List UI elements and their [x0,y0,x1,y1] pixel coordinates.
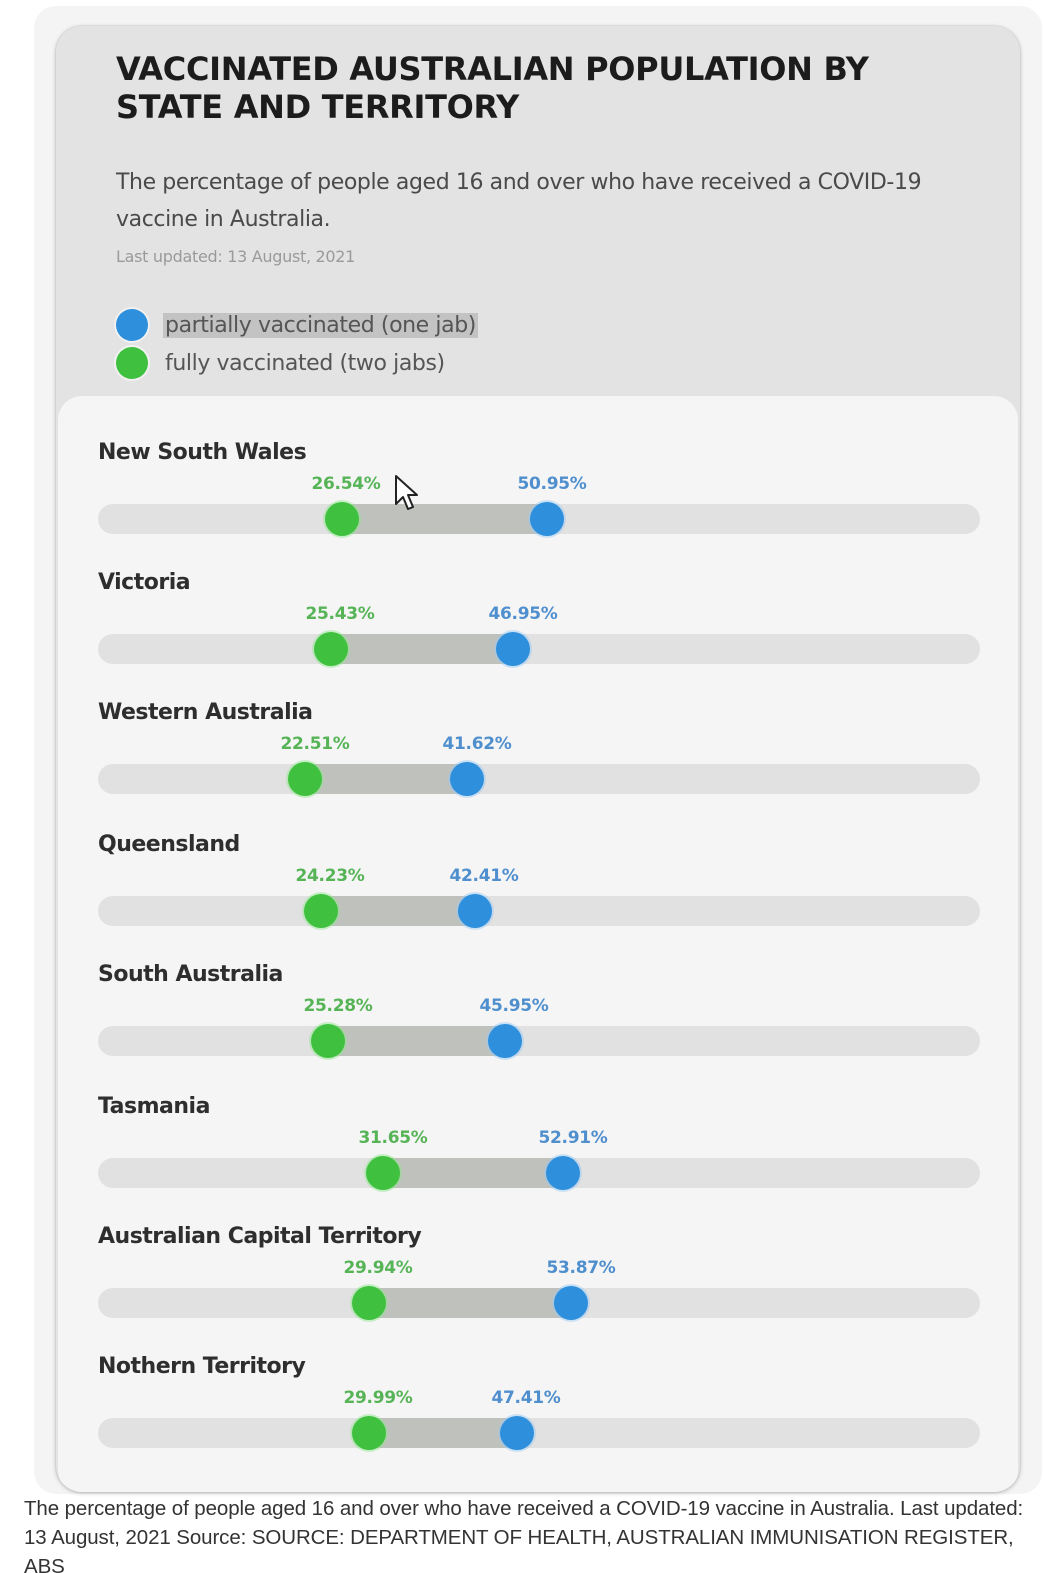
partially-vaccinated-value: 52.91% [538,1128,608,1148]
vaccination-gap-range [369,1288,571,1318]
chart-subtitle: The percentage of people aged 16 and ove… [116,170,922,232]
partially-vaccinated-value: 53.87% [546,1258,616,1278]
bar-track [98,1156,980,1190]
partially-vaccinated-marker [450,762,484,796]
fully-vaccinated-value: 31.65% [358,1128,428,1148]
fully-vaccinated-marker [352,1286,386,1320]
chart-card: VACCINATED AUSTRALIAN POPULATION BY STAT… [56,26,1020,1492]
bar-track [98,632,980,666]
chart-row-tasmania: Tasmania 31.65% 52.91% [98,1094,980,1224]
fully-vaccinated-value: 29.99% [343,1388,413,1408]
partially-vaccinated-value: 42.41% [449,866,519,886]
legend-item-partial: partially vaccinated (one jab) [116,306,478,344]
legend-label-full: fully vaccinated (two jabs) [165,350,445,376]
vaccination-gap-range [321,896,475,926]
last-updated: Last updated: 13 August, 2021 [116,247,356,266]
state-label: Queensland [98,832,240,857]
bar-track [98,502,980,536]
state-label: Western Australia [98,700,313,725]
fully-vaccinated-value: 25.43% [305,604,375,624]
chart-row-new-south-wales: New South Wales 26.54% 50.95% [98,440,980,570]
partially-vaccinated-marker [546,1156,580,1190]
bar-track [98,1286,980,1320]
bar-track [98,894,980,928]
partially-vaccinated-marker [488,1024,522,1058]
chart-row-australian-capital-territory: Australian Capital Territory 29.94% 53.8… [98,1224,980,1354]
fully-vaccinated-marker [288,762,322,796]
mouse-pointer-icon [395,475,418,510]
legend: partially vaccinated (one jab) fully vac… [116,306,478,382]
vaccination-gap-range [369,1418,517,1448]
vaccination-gap-range [383,1158,563,1188]
state-label: South Australia [98,962,283,987]
vaccination-gap-range [331,634,513,664]
fully-vaccinated-marker [304,894,338,928]
chart-row-northern-territory: Nothern Territory 29.99% 47.41% [98,1354,980,1484]
state-label: Tasmania [98,1094,210,1119]
partially-vaccinated-marker [554,1286,588,1320]
partially-vaccinated-value: 47.41% [491,1388,561,1408]
legend-item-full: fully vaccinated (two jabs) [116,344,478,382]
fully-vaccinated-value: 24.23% [295,866,365,886]
vaccination-gap-range [328,1026,505,1056]
fully-vaccinated-value: 22.51% [280,734,350,754]
partially-vaccinated-value: 46.95% [488,604,558,624]
partially-vaccinated-value: 41.62% [442,734,512,754]
bar-track [98,762,980,796]
image-caption: The percentage of people aged 16 and ove… [24,1497,1024,1573]
state-label: Victoria [98,570,191,595]
partially-vaccinated-marker [500,1416,534,1450]
legend-label-partial: partially vaccinated (one jab) [163,312,478,338]
chart-row-queensland: Queensland 24.23% 42.41% [98,832,980,962]
chart-panel: New South Wales 26.54% 50.95% Victoria 2… [58,396,1018,1492]
partially-vaccinated-marker [458,894,492,928]
fully-vaccinated-marker [366,1156,400,1190]
bar-track [98,1024,980,1058]
chart-row-western-australia: Western Australia 22.51% 41.62% [98,700,980,830]
chart-row-victoria: Victoria 25.43% 46.95% [98,570,980,700]
state-label: New South Wales [98,440,307,465]
fully-vaccinated-marker [352,1416,386,1450]
state-label: Australian Capital Territory [98,1224,422,1249]
fully-vaccinated-value: 26.54% [311,474,381,494]
partially-vaccinated-marker [496,632,530,666]
chart-title: VACCINATED AUSTRALIAN POPULATION BY STAT… [116,50,869,126]
fully-vaccinated-marker [311,1024,345,1058]
vaccination-gap-range [305,764,467,794]
state-label: Nothern Territory [98,1354,306,1379]
fully-vaccinated-value: 25.28% [303,996,373,1016]
vaccination-gap-range [342,504,547,534]
fully-vaccinated-value: 29.94% [343,1258,413,1278]
fully-vaccinated-marker [325,502,359,536]
partially-vaccinated-value: 45.95% [479,996,549,1016]
fully-vaccinated-marker [314,632,348,666]
partially-vaccinated-value: 50.95% [517,474,587,494]
chart-row-south-australia: South Australia 25.28% 45.95% [98,962,980,1092]
blue-circle-icon [116,309,148,341]
green-circle-icon [116,347,148,379]
partially-vaccinated-marker [530,502,564,536]
bar-track [98,1416,980,1450]
